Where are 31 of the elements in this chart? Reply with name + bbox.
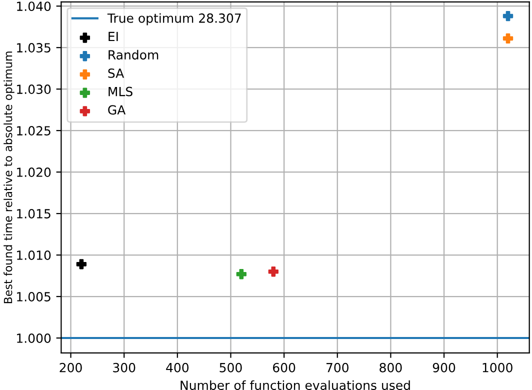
point (502, 33, 514, 44)
y-tick-label: 1.000 (17, 333, 51, 343)
y-tick-label: 1.035 (17, 43, 50, 53)
x-tick-label: 800 (380, 362, 402, 372)
x-tick-label: 1000 (482, 362, 512, 372)
x-tick-label: 500 (220, 362, 242, 372)
point (236, 269, 246, 280)
y-tick-label: 1.015 (17, 209, 50, 218)
legend-label: MLS (108, 86, 132, 96)
y-axis-title: Best found time relative to absolute optimum (4, 52, 14, 304)
y-tick-label: 1.040 (17, 2, 51, 12)
legend-label: True optimum 28.307 (107, 13, 241, 26)
x-tick-label: 600 (273, 362, 296, 372)
x-tick-label: 200 (60, 362, 82, 372)
y-tick-label: 1.020 (17, 168, 51, 177)
x-tick-label: 700 (326, 362, 348, 372)
legend-label: EI (108, 32, 118, 42)
x-tick-label: 300 (113, 362, 136, 372)
y-tick-label: 1.005 (17, 292, 50, 302)
x-tick-label: 400 (166, 362, 189, 372)
point (76, 259, 87, 270)
legend-label: SA (108, 68, 124, 78)
legend-label: Random (108, 50, 158, 60)
y-tick-label: 1.025 (17, 126, 50, 136)
x-tick-label: 900 (432, 362, 456, 372)
point (268, 266, 278, 277)
y-tick-label: 1.010 (17, 250, 51, 260)
x-axis-title: Number of function evaluations used (180, 380, 410, 390)
y-tick-label: 1.030 (17, 84, 51, 94)
legend-label: GA (108, 105, 126, 115)
point (502, 10, 514, 22)
